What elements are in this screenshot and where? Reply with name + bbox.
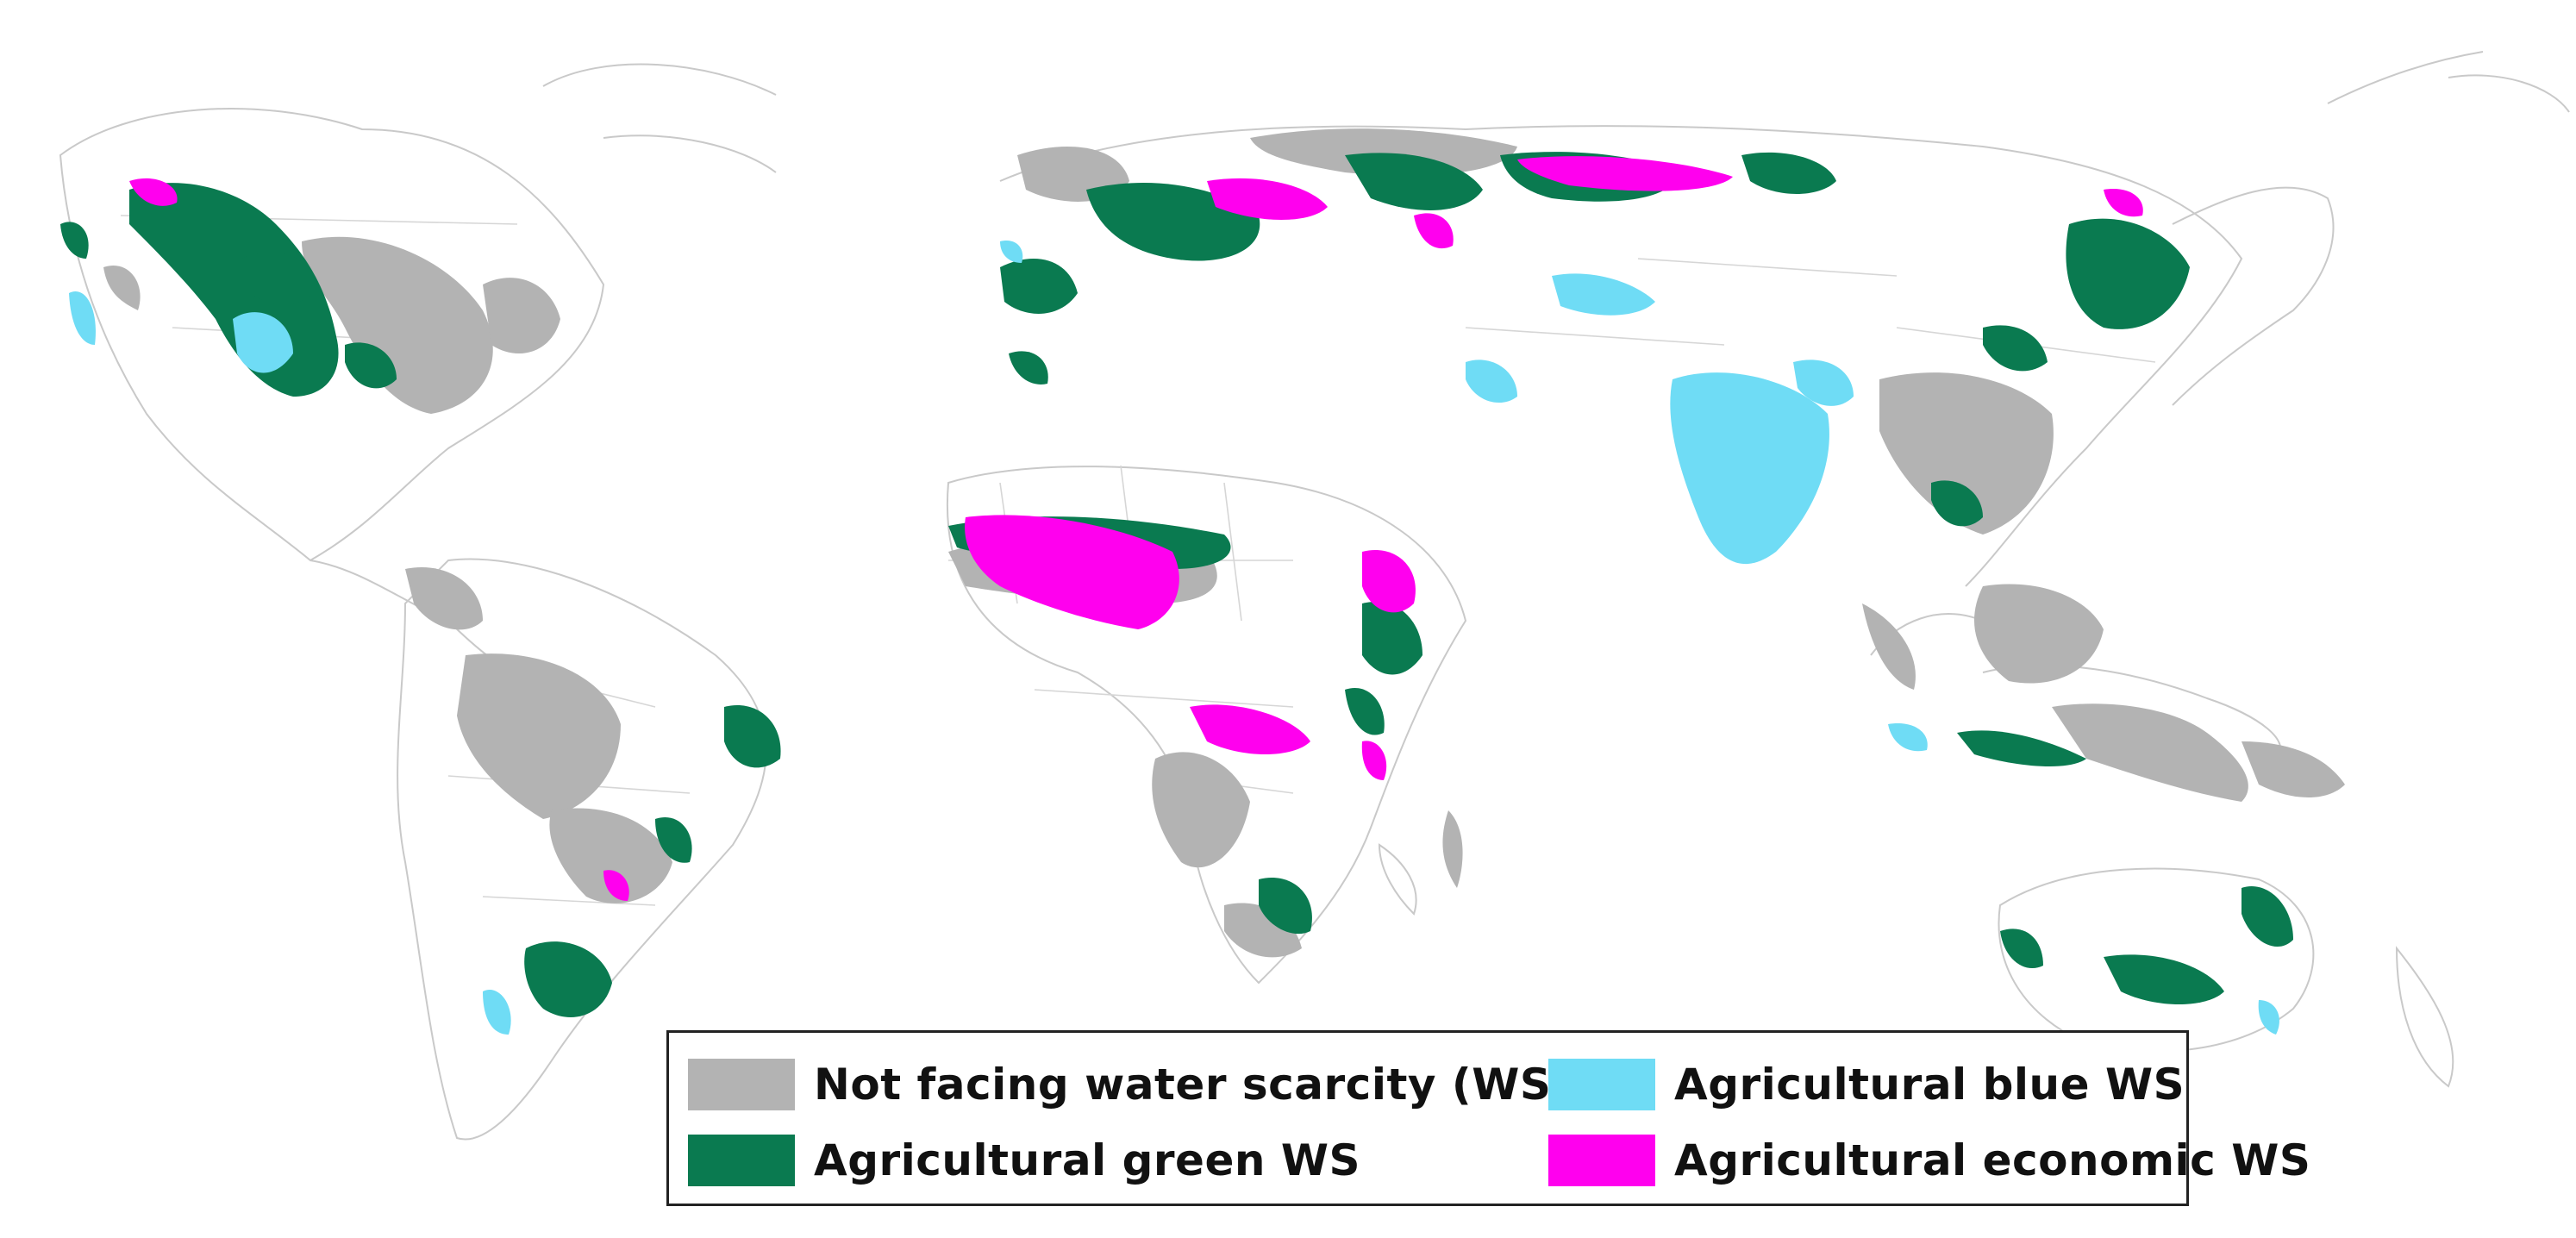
legend-item-blue-ws: Agricultural blue WS [1548,1059,2185,1110]
legend-label-green-ws: Agricultural green WS [814,1135,1361,1185]
legend-swatch-blue [1548,1059,1655,1110]
legend-swatch-gray [688,1059,795,1110]
legend-label-blue-ws: Agricultural blue WS [1674,1060,2185,1110]
legend-item-not-facing-ws: Not facing water scarcity (WS) [688,1059,1572,1110]
legend-label-not-facing-ws: Not facing water scarcity (WS) [814,1060,1572,1110]
legend-label-economic-ws: Agricultural economic WS [1674,1135,2311,1185]
legend-swatch-green [688,1135,795,1186]
magenta-regions [129,156,2143,901]
legend-item-green-ws: Agricultural green WS [688,1135,1360,1186]
legend-swatch-magenta [1548,1135,1655,1186]
blue-regions [69,241,2279,1035]
legend-item-economic-ws: Agricultural economic WS [1548,1135,2310,1186]
coastline-outlines [59,51,2570,1141]
legend: Not facing water scarcity (WS) Agricultu… [666,1030,2310,1206]
